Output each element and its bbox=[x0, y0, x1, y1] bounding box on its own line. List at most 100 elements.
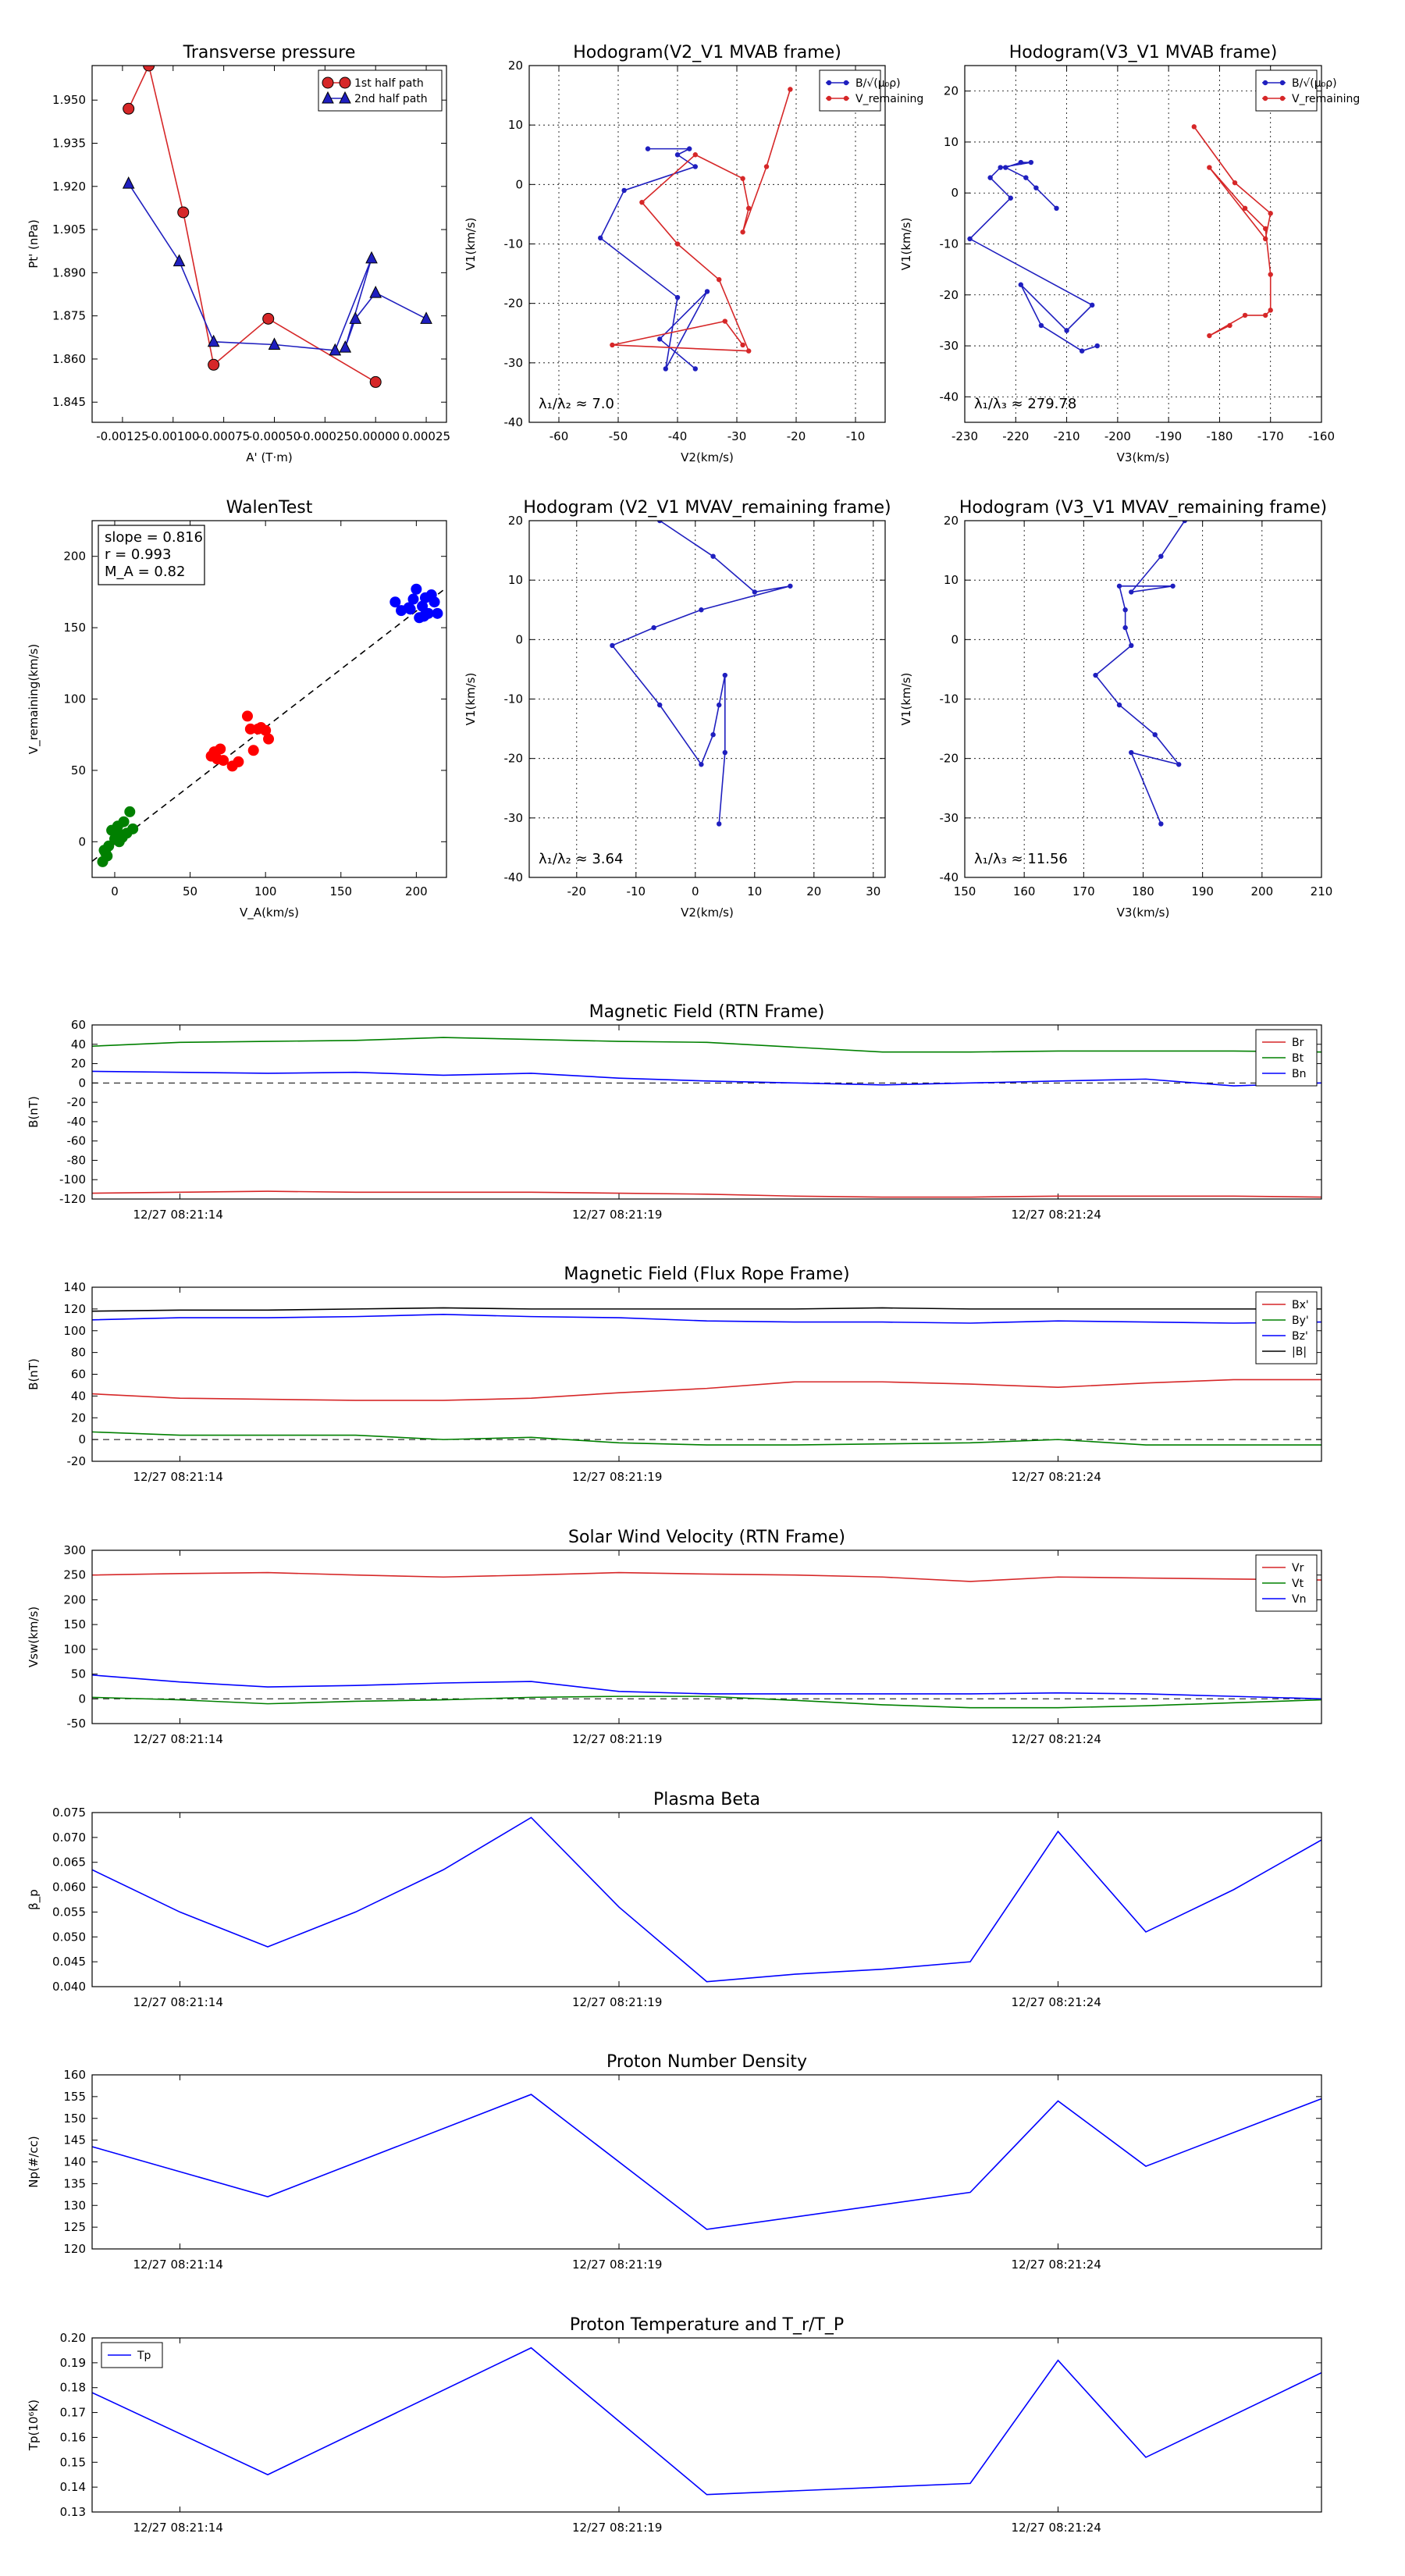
data-point bbox=[1116, 583, 1122, 589]
series-line-V_remaining bbox=[612, 89, 791, 352]
legend-label: B/√(μ₀ρ) bbox=[1292, 77, 1337, 90]
legend-marker bbox=[826, 95, 832, 101]
data-point bbox=[1227, 322, 1232, 329]
y-axis-label: V_remaining(km/s) bbox=[27, 644, 41, 754]
x-tick-label: 10 bbox=[747, 884, 762, 898]
legend-label: |B| bbox=[1292, 1346, 1307, 1358]
x-tick-label: 12/27 08:21:14 bbox=[133, 2258, 223, 2272]
y-tick-label: 200 bbox=[63, 1592, 86, 1606]
legend-label: V_remaining bbox=[855, 93, 923, 105]
x-tick-label: 210 bbox=[1311, 884, 1333, 898]
x-tick-label: -40 bbox=[668, 429, 688, 443]
x-axis-label: V2(km/s) bbox=[681, 450, 734, 464]
y-tick-label: 1.875 bbox=[52, 309, 86, 323]
axes-frame bbox=[91, 1812, 1322, 1987]
x-tick-label: 12/27 08:21:14 bbox=[133, 1470, 223, 1484]
legend-box bbox=[819, 69, 881, 112]
x-tick-label: 12/27 08:21:19 bbox=[572, 2258, 662, 2272]
y-tick-label: 10 bbox=[508, 118, 523, 132]
lambda-ratio-annotation: λ₁/λ₃ ≈ 11.56 bbox=[974, 851, 1068, 867]
data-point bbox=[1182, 521, 1188, 524]
y-tick-label: -50 bbox=[67, 1717, 87, 1731]
y-tick-label: 250 bbox=[63, 1568, 86, 1582]
data-point bbox=[177, 206, 190, 219]
y-axis-label: V1(km/s) bbox=[464, 673, 478, 726]
data-point bbox=[657, 336, 663, 342]
series-line-Vn bbox=[92, 1674, 1321, 1700]
data-point bbox=[98, 845, 110, 856]
data-point bbox=[699, 762, 704, 767]
y-tick-label: -20 bbox=[67, 1454, 87, 1468]
data-point bbox=[1122, 607, 1128, 613]
x-axis-label: V_A(km/s) bbox=[240, 906, 299, 920]
x-axis-label: V3(km/s) bbox=[1117, 450, 1170, 464]
data-point bbox=[1242, 205, 1248, 211]
legend-label: B/√(μ₀ρ) bbox=[855, 77, 901, 90]
y-tick-label: 1.845 bbox=[52, 395, 86, 409]
legend-marker bbox=[826, 80, 832, 86]
legend-label: Vt bbox=[1292, 1578, 1304, 1590]
y-tick-label: 0.17 bbox=[60, 2406, 86, 2420]
y-axis-label: Tp(10⁶K) bbox=[27, 2400, 41, 2451]
y-tick-label: 100 bbox=[63, 692, 86, 706]
y-tick-label: -40 bbox=[940, 390, 959, 404]
series-line-Bn bbox=[92, 1070, 1321, 1087]
plot-area bbox=[92, 1037, 1321, 1198]
x-tick-label: -180 bbox=[1206, 429, 1232, 443]
series-line-|B| bbox=[92, 1307, 1321, 1312]
legend-marker bbox=[1262, 80, 1268, 86]
stats-line: slope = 0.816 bbox=[105, 529, 203, 546]
legend-label: 2nd half path bbox=[354, 93, 428, 105]
data-point bbox=[404, 603, 416, 615]
data-point bbox=[116, 831, 128, 843]
axes-frame bbox=[91, 520, 447, 878]
x-tick-label: 0 bbox=[692, 884, 699, 898]
legend-marker bbox=[1262, 95, 1268, 101]
y-tick-label: 155 bbox=[63, 2090, 86, 2104]
chart-title: WalenTest bbox=[226, 498, 313, 518]
x-tick-label: -0.00050 bbox=[248, 429, 301, 443]
y-tick-label: 300 bbox=[63, 1543, 86, 1557]
data-point bbox=[692, 366, 698, 372]
y-tick-label: 135 bbox=[63, 2176, 86, 2190]
data-point bbox=[1268, 272, 1273, 277]
y-tick-label: -30 bbox=[504, 811, 524, 825]
y-tick-label: 0.15 bbox=[60, 2455, 86, 2469]
axes-frame bbox=[528, 65, 886, 423]
data-point bbox=[1152, 732, 1158, 738]
y-axis-label: V1(km/s) bbox=[899, 218, 913, 271]
legend-label: Bx' bbox=[1292, 1299, 1309, 1311]
data-point bbox=[987, 175, 993, 180]
data-point bbox=[674, 152, 681, 158]
fit-line bbox=[92, 587, 446, 863]
y-tick-label: 0.055 bbox=[52, 1905, 86, 1919]
series-line-1st half path bbox=[127, 66, 376, 383]
y-tick-label: 20 bbox=[508, 59, 523, 73]
series-line-2nd half path bbox=[128, 183, 427, 351]
legend-marker bbox=[1279, 95, 1286, 101]
x-tick-label: -0.00125 bbox=[96, 429, 148, 443]
data-point bbox=[788, 583, 793, 589]
x-tick-label: 12/27 08:21:24 bbox=[1012, 1995, 1101, 2009]
axes-frame bbox=[91, 2337, 1322, 2513]
x-tick-label: 0.00025 bbox=[402, 429, 450, 443]
chart-title: Hodogram (V3_V1 MVAV_remaining frame) bbox=[959, 498, 1327, 518]
data-point bbox=[663, 366, 668, 372]
chart-title: Hodogram(V2_V1 MVAB frame) bbox=[573, 43, 841, 62]
legend-label: Vn bbox=[1292, 1593, 1306, 1606]
y-tick-label: 0 bbox=[78, 1076, 86, 1090]
y-tick-label: 125 bbox=[63, 2220, 86, 2234]
data-point bbox=[247, 745, 259, 756]
data-point bbox=[122, 176, 135, 189]
plot-area bbox=[92, 1816, 1321, 1983]
data-point bbox=[365, 251, 378, 264]
chart-mag_field_rtn: -120 -100 -80 -60 -40 -20 0 20 40 60 12/27 08:21:1… bbox=[27, 1002, 1322, 1222]
data-point bbox=[740, 176, 745, 181]
data-point bbox=[233, 756, 244, 767]
data-point bbox=[369, 286, 382, 298]
chart-walen_test: 0 50 100 150 200 0 50 100 150 200 WalenTest V_A(km/… bbox=[27, 498, 447, 920]
series-line-Vr bbox=[92, 1571, 1321, 1582]
x-tick-label: -190 bbox=[1155, 429, 1182, 443]
y-tick-label: 140 bbox=[63, 1280, 86, 1294]
data-point bbox=[692, 164, 698, 169]
